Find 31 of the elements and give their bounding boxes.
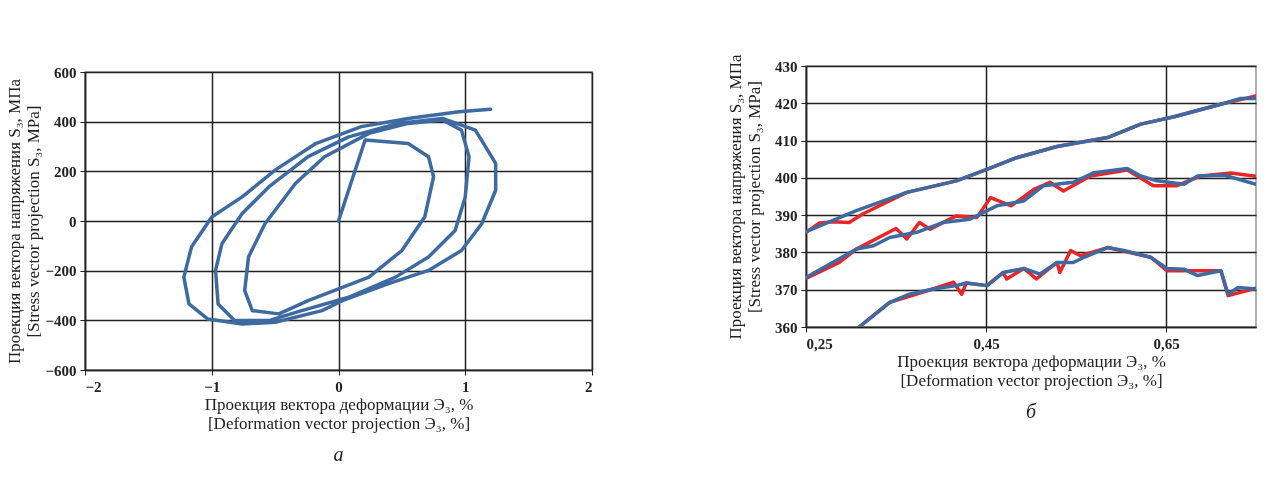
x-tick-label: 1	[462, 378, 470, 395]
x-axis-title: Проекция вектора деформации Э₃, % [Deformation vector projection Э₃, %]	[897, 351, 1166, 390]
y-axis-title: Проекция вектора напряжения S₃, МПа [Stress vector projection S₃, MPa]	[725, 54, 764, 340]
line-series	[857, 245, 1256, 327]
y-tick-label: −200	[45, 263, 77, 280]
line-series	[182, 107, 498, 326]
y-tick-label: 380	[775, 244, 798, 261]
x-tick-label: 0,25	[806, 335, 833, 352]
y-tick-label: 390	[775, 207, 798, 224]
x-tick-label: 2	[585, 378, 593, 395]
y-tick-label: 200	[54, 163, 77, 180]
y-tick-label: 360	[775, 319, 798, 336]
x-tick-label: 0	[335, 378, 343, 395]
y-tick-label: 400	[54, 114, 77, 131]
y-tick-label: 400	[775, 170, 798, 187]
text: б	[1025, 400, 1037, 422]
y-tick-label: 370	[775, 282, 798, 299]
x-tick-label: 0,65	[1153, 335, 1180, 352]
x-axis-title: Проекция вектора деформации Э₃, % [Deformation vector projection Э₃, %]	[204, 394, 474, 433]
y-tick-label: 420	[775, 95, 798, 112]
x-tick-label: −1	[204, 378, 221, 395]
x-tick-label: −2	[85, 378, 102, 395]
y-axis-title: Проекция вектора напряжения S₃, МПа [Stress vector projection S₃, MPa]	[4, 78, 43, 365]
y-tick-label: 410	[775, 133, 798, 150]
y-tick-label: 430	[775, 58, 798, 75]
y-tick-label: 600	[54, 64, 77, 81]
text: а	[333, 443, 344, 465]
y-tick-label: 0	[69, 213, 77, 230]
y-tick-label: −600	[45, 362, 77, 379]
y-tick-label: −400	[45, 312, 77, 329]
x-tick-label: 0,45	[973, 335, 1000, 352]
